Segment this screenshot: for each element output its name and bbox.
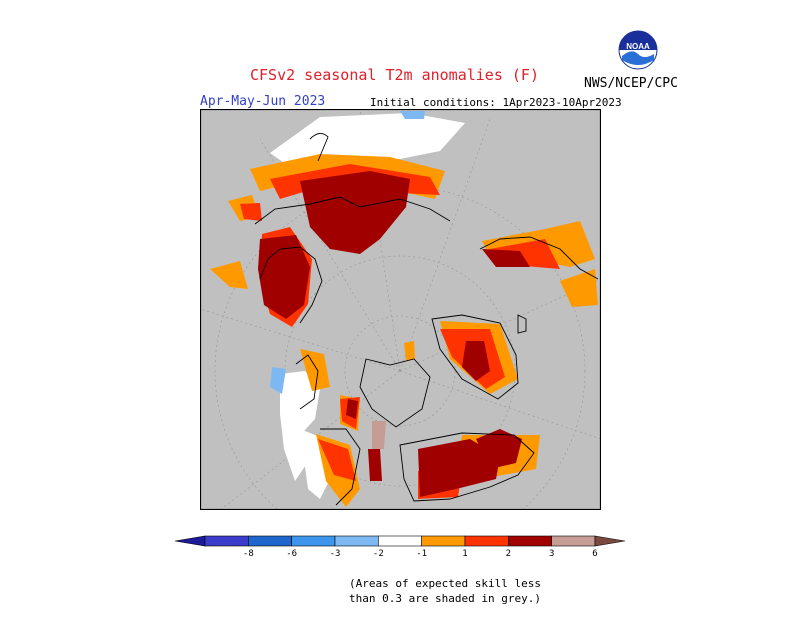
- below-normal-areas: [270, 111, 425, 394]
- skill-note: (Areas of expected skill less than 0.3 a…: [340, 576, 550, 606]
- colorbar-bin-10: [594, 535, 625, 547]
- skill-note-line-2: than 0.3 are shaded in grey.): [348, 592, 542, 605]
- near-normal-areas: [270, 113, 465, 499]
- colorbar-bin-9: [551, 535, 596, 547]
- colorbar-bin-0: [175, 535, 206, 547]
- colorbar-bin-4: [334, 535, 379, 547]
- coastlines: [254, 133, 599, 506]
- colorbar-bin-7: [464, 535, 509, 547]
- colorbar-bin-5: [378, 535, 422, 547]
- colorbar: -8-6-3-2-112368: [175, 535, 625, 559]
- polar-map: [200, 109, 601, 510]
- colorbar-bin-3: [291, 535, 336, 547]
- anomaly-pink: [372, 421, 386, 449]
- colorbar-tick-label: -2: [373, 549, 384, 559]
- colorbar-bin-2: [248, 535, 292, 547]
- colorbar-tick-label: 3: [549, 549, 554, 559]
- colorbar-bin-6: [421, 535, 466, 547]
- colorbar-tick-label: -1: [416, 549, 427, 559]
- colorbar-tick-label: -3: [330, 549, 341, 559]
- colorbar-tick-label: -6: [286, 549, 297, 559]
- season-label: Apr-May-Jun 2023: [200, 94, 326, 109]
- colorbar-bin-1: [204, 535, 249, 547]
- noaa-logo: NOAA: [618, 30, 658, 70]
- agency-label: NWS/NCEP/CPC: [584, 76, 678, 91]
- initial-conditions-label: Initial conditions: 1Apr2023-10Apr2023: [370, 96, 622, 109]
- colorbar-bin-8: [508, 535, 552, 547]
- colorbar-tick-label: 2: [506, 549, 511, 559]
- colorbar-tick-label: -8: [243, 549, 254, 559]
- colorbar-tick-label: 1: [462, 549, 467, 559]
- noaa-logo-text: NOAA: [626, 42, 650, 51]
- map-title: CFSv2 seasonal T2m anomalies (F): [250, 66, 539, 84]
- skill-note-line-1: (Areas of expected skill less: [348, 577, 542, 590]
- map-frame: [200, 109, 601, 510]
- colorbar-tick-label: 6: [592, 549, 597, 559]
